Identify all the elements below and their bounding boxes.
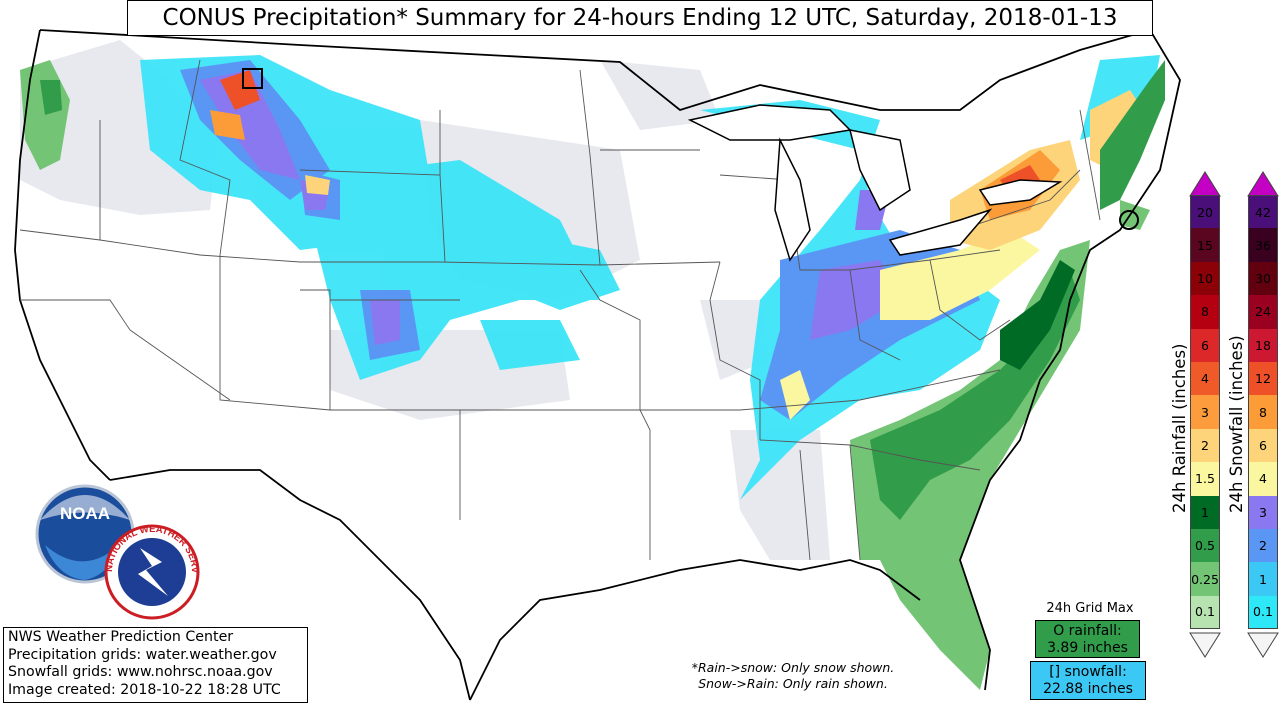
rain-legend-cell: 0.5 <box>1190 529 1220 563</box>
snow-legend-cell: 24 <box>1248 295 1278 329</box>
note-line: Snow->Rain: Only rain shown. <box>698 676 888 691</box>
credit-line: NWS Weather Prediction Center <box>8 629 234 645</box>
rain-legend-cell: 8 <box>1190 295 1220 329</box>
rain-legend-cell: 15 <box>1190 228 1220 262</box>
snow-legend-cell: 30 <box>1248 261 1278 296</box>
rainfall-max-label: O rainfall: <box>1053 623 1122 639</box>
rainfall-max-value: 3.89 inches <box>1047 640 1128 656</box>
snow-legend-cell: 8 <box>1248 395 1278 429</box>
credits-box: NWS Weather Prediction Center Precipitat… <box>3 627 308 703</box>
snow-legend-cell: 4 <box>1248 462 1278 496</box>
snow-legend-cell: 3 <box>1248 495 1278 529</box>
rain-areas <box>20 60 1165 690</box>
rainfall-max-marker <box>1119 210 1139 230</box>
rain-legend-cell: 3 <box>1190 395 1220 429</box>
credit-line: Snowfall grids: www.nohrsc.noaa.gov <box>8 664 273 681</box>
snow-legend-cell: 12 <box>1248 362 1278 396</box>
rain-legend-title: 24h Rainfall (inches) <box>1170 343 1189 513</box>
great-lakes <box>687 104 1063 262</box>
snowfall-max-label: [] snowfall: <box>1049 664 1127 680</box>
rain-legend-cell: 1 <box>1190 495 1220 529</box>
noaa-logo-text: NOAA <box>60 504 110 523</box>
snowfall-max-marker <box>242 68 263 89</box>
snow-legend-arrows <box>1247 171 1279 658</box>
snow-legend-cell: 0.1 <box>1248 595 1278 630</box>
snow-high-areas <box>200 70 900 345</box>
rain-legend-cell: 10 <box>1190 261 1220 296</box>
rain-legend-cell: 0.1 <box>1190 595 1220 630</box>
rain-legend-cell: 6 <box>1190 328 1220 362</box>
map-title: CONUS Precipitation* Summary for 24-hour… <box>127 0 1153 36</box>
credit-line: Image created: 2018-10-22 18:28 UTC <box>8 681 281 698</box>
snow-legend-cell: 1 <box>1248 562 1278 596</box>
snowfall-max-box: [] snowfall: 22.88 inches <box>1030 661 1146 700</box>
rain-legend-cell: 4 <box>1190 362 1220 396</box>
rain-legend-cell: 1.5 <box>1190 462 1220 496</box>
credit-line: Precipitation grids: water.weather.gov <box>8 646 277 663</box>
rain-legend-arrows <box>1189 171 1221 658</box>
note-line: *Rain->snow: Only snow shown. <box>691 660 895 675</box>
national-borders <box>14 28 1181 701</box>
snow-legend-title: 24h Snowfall (inches) <box>1227 335 1246 513</box>
snow-legend-cell: 2 <box>1248 529 1278 563</box>
grid-max-label: 24h Grid Max <box>1046 601 1134 616</box>
precip-type-note: *Rain->snow: Only snow shown. Snow->Rain… <box>668 660 918 692</box>
snow-legend-cell: 6 <box>1248 428 1278 463</box>
snow-legend-cell: 18 <box>1248 328 1278 362</box>
snow-legend-cell: 36 <box>1248 228 1278 262</box>
rain-legend-cell: 2 <box>1190 428 1220 463</box>
rain-legend-cell: 0.25 <box>1190 562 1220 596</box>
rainfall-max-box: O rainfall: 3.89 inches <box>1035 620 1140 658</box>
snow-legend-cell: 42 <box>1248 195 1278 229</box>
rain-legend-cell: 20 <box>1190 195 1220 229</box>
snowfall-max-value: 22.88 inches <box>1043 681 1133 697</box>
